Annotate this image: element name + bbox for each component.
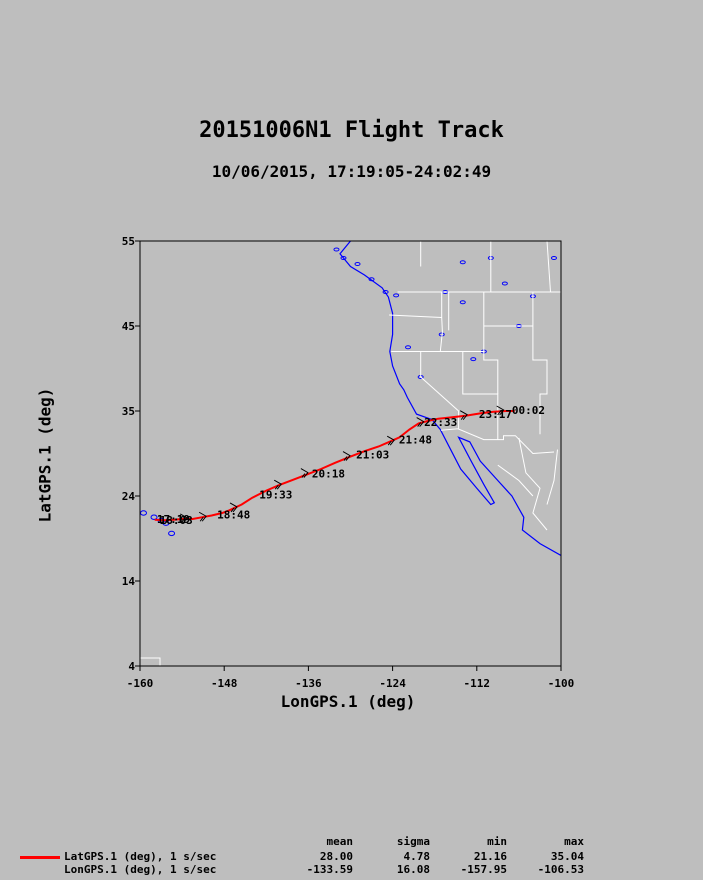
lake-outline	[470, 357, 477, 362]
legend-line-swatch	[20, 856, 60, 859]
stats-mean: 28.00	[319, 850, 353, 863]
lake-outline	[354, 261, 361, 266]
stats-sigma: 16.08	[396, 863, 430, 876]
border-line	[462, 351, 499, 440]
lake-outline	[405, 345, 412, 350]
direction-arrow	[416, 417, 425, 427]
island-outline	[140, 510, 148, 516]
y-axis-label: LatGPS.1 (deg)	[35, 387, 55, 523]
time-label: 21:03	[356, 448, 389, 461]
stats-min: -157.95	[460, 863, 507, 876]
plot-frame	[139, 240, 562, 667]
lake-outline	[550, 256, 557, 260]
arrow-tick	[460, 415, 465, 420]
x-tick-label: -100	[548, 677, 575, 690]
stats-header-min: min	[487, 835, 507, 848]
stats-mean: -133.59	[306, 863, 353, 876]
stats-header-max: max	[564, 835, 584, 848]
time-label: 20:18	[312, 468, 345, 481]
stats-row-lon: LonGPS.1 (deg), 1 s/sec -133.59 16.08 -1…	[0, 863, 703, 876]
border-line	[389, 314, 442, 318]
arrow-tick	[180, 518, 185, 524]
y-tick-label: 45	[122, 320, 135, 333]
direction-arrow	[229, 502, 238, 513]
x-tick-label: -160	[127, 677, 154, 690]
lake-outline	[333, 247, 340, 252]
time-label: 17:19	[157, 513, 190, 526]
axes: -160 -148 -136 -124 -112 -100 4 14 24 35 45 55	[122, 235, 575, 690]
border-line	[497, 464, 534, 497]
arrow-tick	[343, 456, 348, 461]
stats-header-row: mean sigma min max	[0, 835, 703, 848]
stats-row-label: LatGPS.1 (deg), 1 s/sec	[64, 850, 217, 863]
y-tick-label: 24	[122, 490, 136, 503]
chart-subtitle: 10/06/2015, 17:19:05-24:02:49	[211, 162, 492, 181]
arrow-tick	[274, 484, 279, 490]
y-tick-label: 4	[128, 660, 135, 673]
time-label: 00:02	[512, 404, 545, 417]
direction-arrow	[179, 513, 188, 524]
lake-outline	[501, 281, 508, 286]
y-tick-label: 55	[122, 235, 135, 248]
time-label: 19:33	[259, 488, 292, 501]
border-line	[440, 428, 555, 455]
stats-header-sigma: sigma	[396, 835, 430, 848]
time-label: 21:48	[399, 434, 432, 447]
direction-arrow	[273, 479, 282, 490]
border-line	[546, 449, 558, 505]
stats-min: 21.16	[473, 850, 507, 863]
direction-arrow	[300, 468, 309, 478]
border-line	[546, 241, 551, 293]
coastline	[339, 241, 561, 557]
island-outline	[168, 530, 176, 537]
time-label: 18:03	[160, 514, 193, 527]
border-line	[532, 292, 548, 435]
direction-arrow	[459, 410, 468, 420]
lake-outline	[340, 256, 347, 260]
lake-outline	[393, 293, 400, 298]
arrow-tick	[497, 410, 502, 416]
lake-outline	[382, 290, 389, 294]
stats-sigma: 4.78	[403, 850, 431, 863]
time-label: 23:17	[479, 408, 512, 421]
y-tick-label: 14	[122, 575, 136, 588]
x-tick-label: -136	[295, 677, 322, 690]
direction-arrow	[198, 511, 207, 522]
arrow-tick	[301, 473, 306, 478]
time-label: 22:33	[424, 416, 457, 429]
border-line	[420, 351, 460, 429]
flight-track-line	[154, 410, 515, 522]
stats-max: -106.53	[537, 863, 584, 876]
map-clipped	[140, 241, 561, 666]
stats-header-mean: mean	[326, 835, 354, 848]
island-outline	[150, 514, 158, 520]
x-tick-label: -124	[379, 677, 406, 690]
map-background	[140, 241, 561, 666]
arrow-tick	[199, 516, 204, 522]
lake-outline	[459, 260, 466, 265]
x-tick-label: -112	[464, 677, 491, 690]
x-axis-label: LonGPS.1 (deg)	[280, 692, 416, 711]
stats-max: 35.04	[550, 850, 584, 863]
y-tick-label: 35	[122, 405, 135, 418]
lake-outline	[459, 300, 466, 305]
time-label: 18:48	[217, 509, 250, 522]
direction-arrow	[386, 435, 395, 446]
stats-row-lat: LatGPS.1 (deg), 1 s/sec 28.00 4.78 21.16…	[0, 850, 703, 863]
lake-outline	[368, 277, 375, 282]
x-tick-label: -148	[211, 677, 238, 690]
corner-box	[140, 657, 161, 666]
arrow-tick	[230, 507, 235, 513]
border-line	[439, 292, 443, 352]
border-line	[518, 437, 548, 531]
border-line	[483, 292, 499, 394]
direction-arrow	[496, 405, 505, 416]
arrow-tick	[417, 422, 422, 427]
chart-title: 20151006N1 Flight Track	[199, 118, 504, 143]
arrow-tick	[387, 440, 392, 446]
stats-row-label: LonGPS.1 (deg), 1 s/sec	[64, 863, 217, 876]
direction-arrow	[342, 451, 351, 461]
